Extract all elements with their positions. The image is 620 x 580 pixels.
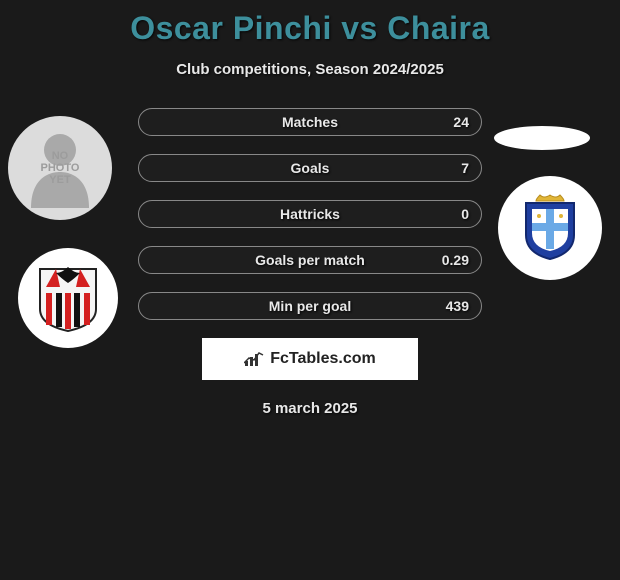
stat-value: 0 bbox=[461, 206, 469, 222]
stat-row: Matches 24 bbox=[138, 108, 482, 136]
chart-icon bbox=[244, 351, 264, 367]
stat-value: 24 bbox=[453, 114, 469, 130]
mirandes-shield-icon bbox=[38, 263, 98, 333]
date-text: 5 march 2025 bbox=[0, 400, 620, 417]
no-photo-label: NO PHOTO YET bbox=[41, 150, 80, 186]
stat-row: Goals 7 bbox=[138, 154, 482, 182]
player-right-avatar bbox=[494, 126, 590, 150]
stats-rows: Matches 24 Goals 7 Hattricks 0 Goals per… bbox=[138, 108, 482, 320]
stat-label: Goals per match bbox=[255, 252, 365, 268]
stat-value: 439 bbox=[446, 298, 469, 314]
stat-row: Min per goal 439 bbox=[138, 292, 482, 320]
club-right-badge bbox=[498, 176, 602, 280]
stat-label: Matches bbox=[282, 114, 338, 130]
stat-label: Goals bbox=[291, 160, 330, 176]
comparison-panel: NO PHOTO YET bbox=[0, 108, 620, 417]
brand-text: FcTables.com bbox=[270, 350, 376, 368]
stat-row: Goals per match 0.29 bbox=[138, 246, 482, 274]
stat-label: Min per goal bbox=[269, 298, 351, 314]
stat-value: 7 bbox=[461, 160, 469, 176]
oviedo-shield-icon bbox=[520, 193, 580, 263]
club-left-badge bbox=[18, 248, 118, 348]
stat-row: Hattricks 0 bbox=[138, 200, 482, 228]
brand-footer: FcTables.com bbox=[202, 338, 418, 380]
stat-value: 0.29 bbox=[442, 252, 469, 268]
player-left-avatar: NO PHOTO YET bbox=[8, 116, 112, 220]
page-title: Oscar Pinchi vs Chaira bbox=[0, 10, 620, 47]
stat-label: Hattricks bbox=[280, 206, 340, 222]
subtitle: Club competitions, Season 2024/2025 bbox=[0, 61, 620, 78]
